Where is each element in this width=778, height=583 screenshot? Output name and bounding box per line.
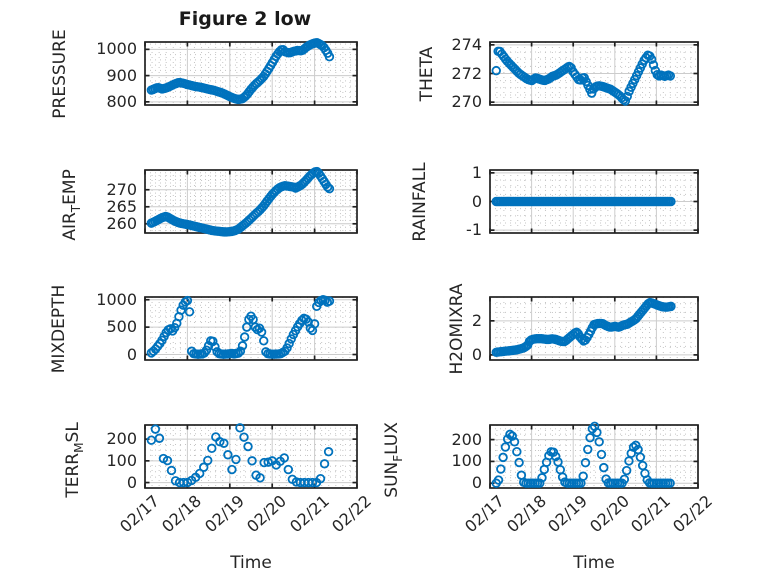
y-axis-label-terr_msl: TERRMSL: [63, 421, 86, 498]
y-tick-label: 900: [106, 65, 137, 85]
y-tick-label: 200: [106, 429, 137, 449]
y-axis-label-sun_flux: SUNFLUX: [382, 421, 405, 498]
x-axis-label-right: Time: [573, 553, 615, 573]
subplot-terr_msl: [144, 423, 358, 489]
y-tick-label: 0: [126, 472, 137, 492]
tick-marks: [144, 42, 358, 105]
minor-grid: [490, 42, 698, 105]
y-tick-label: 100: [451, 451, 482, 471]
subplot-theta: [489, 41, 699, 106]
y-tick-label: 1000: [96, 289, 137, 309]
y-tick-label: 270: [451, 92, 482, 112]
y-tick-label: 265: [106, 196, 137, 216]
y-tick-label: 1: [471, 162, 482, 182]
y-axis-label-rainfall: RAINFALL: [410, 161, 430, 242]
y-tick-label: 260: [106, 213, 137, 233]
subplot-h2omixra: [489, 296, 699, 361]
scatter-series-h2omixra: [491, 297, 676, 358]
subplot-air_temp: [144, 166, 358, 237]
y-tick-label: 1000: [96, 39, 137, 59]
axes-box: [144, 296, 358, 361]
scatter-series-air_temp: [146, 166, 335, 237]
y-tick-label: 0: [471, 473, 482, 493]
tick-marks: [489, 42, 699, 105]
axes-box: [144, 169, 358, 234]
y-tick-label: 500: [106, 317, 137, 337]
y-tick-label: 0: [126, 344, 137, 364]
y-tick-label: 0: [471, 191, 482, 211]
y-tick-label: 800: [106, 91, 137, 111]
axes-box: [489, 296, 699, 361]
y-tick-label: 100: [106, 450, 137, 470]
scatter-series-pressure: [146, 37, 335, 105]
x-axis-label-left: Time: [230, 553, 272, 573]
y-tick-label: 2: [471, 310, 482, 330]
minor-grid: [490, 170, 698, 233]
scatter-series-mixdepth: [146, 295, 335, 359]
figure-title: Figure 2 low: [178, 8, 312, 30]
tick-marks: [489, 170, 699, 233]
subplot-mixdepth: [144, 295, 358, 361]
y-tick-label: 274: [451, 34, 482, 54]
axes-box: [144, 424, 358, 489]
y-tick-label: 0: [471, 344, 482, 364]
y-axis-label-h2omixra: H2OMIXRA: [447, 282, 467, 375]
y-tick-label: 270: [106, 179, 137, 199]
subplot-pressure: [144, 37, 358, 106]
scatter-series-theta: [491, 46, 676, 106]
y-tick-label: 200: [451, 429, 482, 449]
scatter-series-terr_msl: [146, 423, 334, 488]
axes-box: [144, 41, 358, 106]
scatter-series-sun_flux: [491, 421, 675, 488]
tick-marks: [144, 170, 358, 233]
subplot-sun_flux: [489, 421, 699, 489]
scatter-series-rainfall: [491, 196, 676, 207]
y-tick-label: 272: [451, 63, 482, 83]
y-tick-label: -1: [466, 220, 482, 240]
tick-marks: [489, 297, 699, 360]
subplot-rainfall: [489, 169, 699, 234]
